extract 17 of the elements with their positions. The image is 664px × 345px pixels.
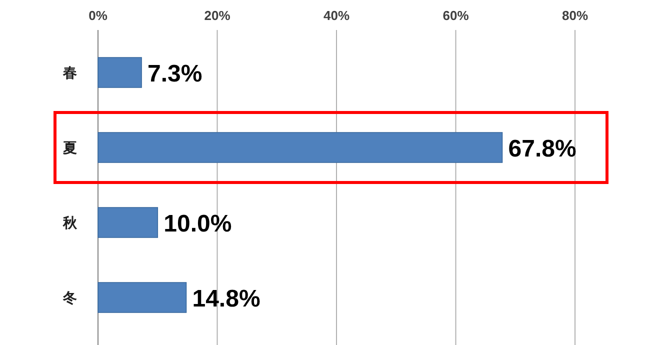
- bar: [98, 57, 142, 88]
- y-tick-label: 冬: [62, 290, 77, 306]
- x-tick-label: 80%: [562, 8, 588, 23]
- bar: [98, 282, 187, 313]
- y-tick-label: 春: [62, 64, 77, 80]
- data-label: 10.0%: [164, 210, 232, 238]
- x-tick-label: 60%: [442, 8, 470, 23]
- data-label: 14.8%: [192, 286, 260, 312]
- data-label: 67.8%: [508, 136, 576, 162]
- bar: [98, 207, 158, 238]
- x-tick-label: 20%: [204, 8, 231, 23]
- y-tick-label: 夏: [62, 140, 77, 156]
- x-tick-label: 40%: [323, 8, 350, 23]
- data-label: 7.3%: [148, 60, 202, 88]
- y-tick-label: 秋: [62, 214, 78, 230]
- bar: [98, 132, 503, 163]
- x-tick-label: 0%: [88, 8, 108, 23]
